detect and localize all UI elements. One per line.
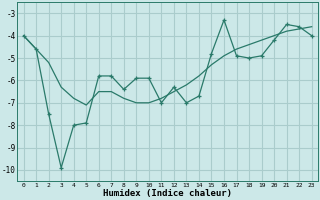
X-axis label: Humidex (Indice chaleur): Humidex (Indice chaleur) <box>103 189 232 198</box>
